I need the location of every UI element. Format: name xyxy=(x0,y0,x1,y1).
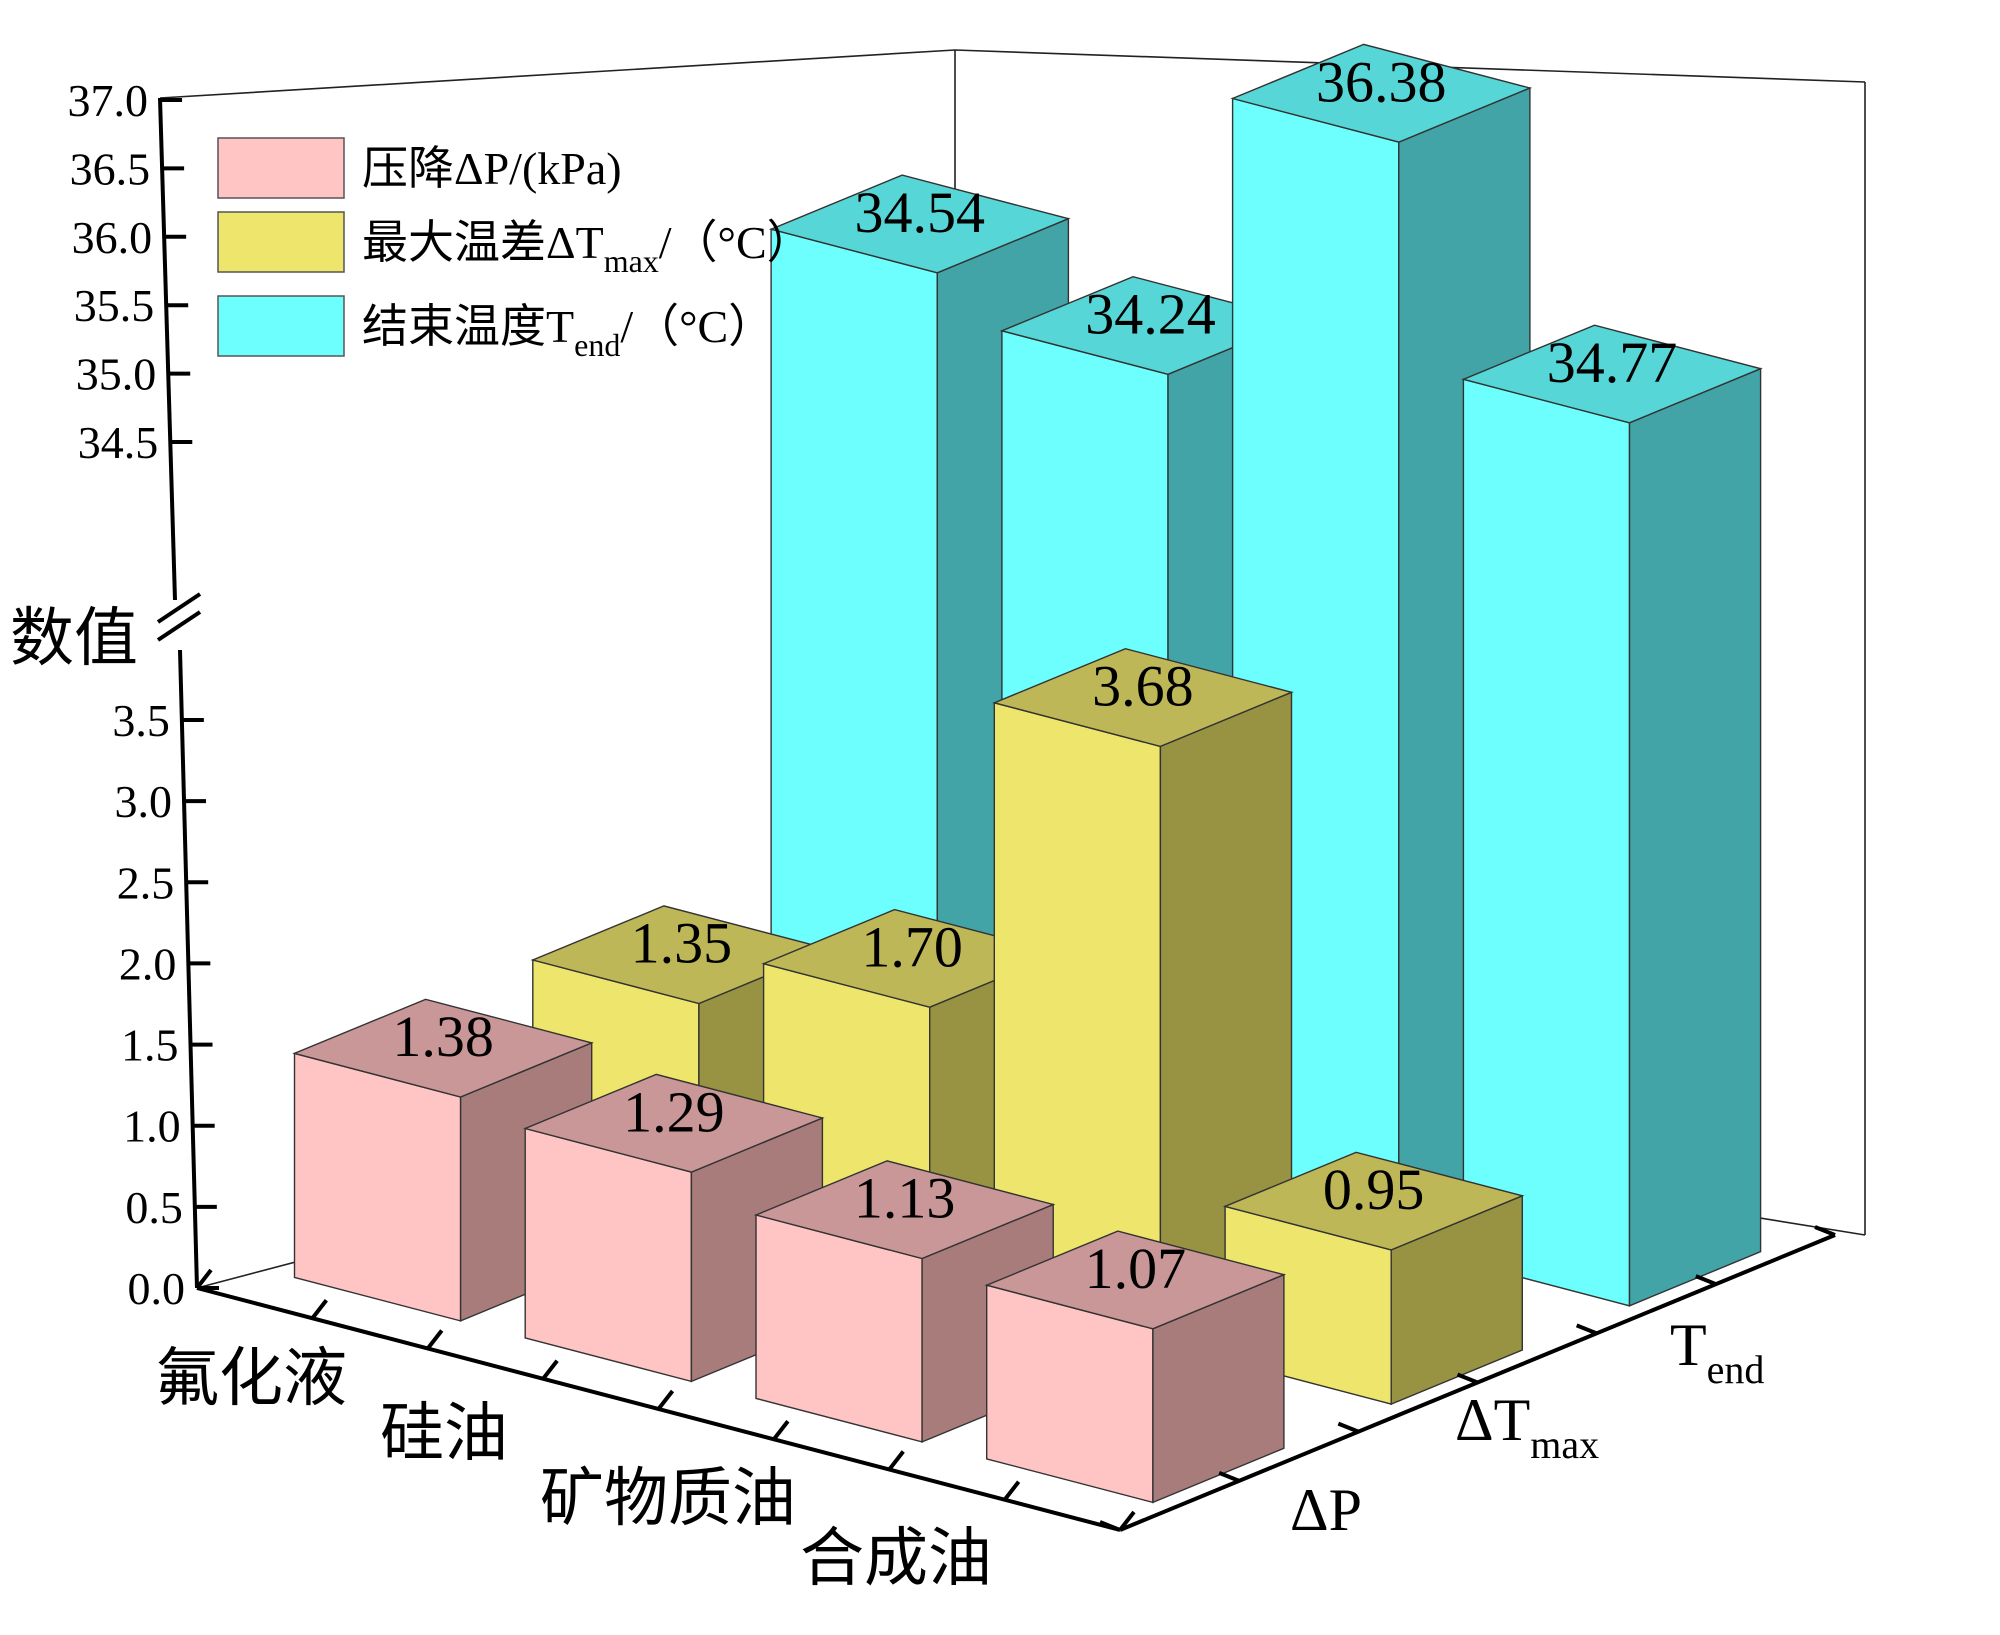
bar-top-face xyxy=(1222,1151,1525,1251)
y-tick-label: 2.0 xyxy=(119,938,177,989)
bar-top-face xyxy=(992,647,1294,748)
category-tick xyxy=(887,1450,905,1471)
y-tick-label: 0.0 xyxy=(128,1263,186,1314)
bar-dt-2 xyxy=(992,647,1294,1345)
legend-swatch xyxy=(217,137,345,199)
bars xyxy=(292,43,1763,1504)
y-tick-label: 37.0 xyxy=(68,75,149,126)
series-tick xyxy=(1337,1421,1360,1434)
bar-te-3 xyxy=(1461,324,1763,1307)
y-tick-label: 2.5 xyxy=(117,857,175,908)
value-label: 1.07 xyxy=(1085,1236,1187,1301)
value-label: 1.70 xyxy=(861,914,963,979)
legend-swatch xyxy=(217,211,345,273)
bar-front-face xyxy=(524,1127,693,1383)
y-tick-label: 3.5 xyxy=(112,695,170,746)
category-label: 矿物质油 xyxy=(540,1462,796,1536)
category-tick xyxy=(310,1299,328,1320)
value-label: 34.54 xyxy=(854,180,985,245)
value-label: 1.35 xyxy=(631,911,733,976)
value-label: 34.77 xyxy=(1547,330,1678,395)
category-tick xyxy=(541,1359,559,1380)
y-axis-upper-line xyxy=(158,97,177,601)
legend-item-dp: 压降ΔP/(kPa) xyxy=(217,137,622,199)
legend-label: 结束温度Tend/（°C） xyxy=(362,301,774,363)
value-label: 34.24 xyxy=(1085,282,1216,347)
category-tick xyxy=(656,1389,675,1411)
category-label: 硅油 xyxy=(380,1397,508,1471)
bar-top-face xyxy=(768,174,1071,274)
y-tick-label: 1.5 xyxy=(121,1020,179,1071)
legend-item-te: 结束温度Tend/（°C） xyxy=(217,295,774,363)
bar-top-face xyxy=(1461,324,1763,424)
y-axis: 0.0 0.5 1.0 1.5 2.0 2.5 3.0 3.5 34.5 35.0 35.5 36.0… xyxy=(10,75,219,1314)
bar-top-face xyxy=(753,1160,1056,1260)
value-label: 36.38 xyxy=(1316,49,1447,114)
box-top-edge xyxy=(159,49,1866,99)
value-label: 1.13 xyxy=(854,1166,956,1231)
value-label: 0.95 xyxy=(1323,1157,1425,1222)
y-tick-label: 36.5 xyxy=(70,143,151,194)
category-tick xyxy=(1003,1480,1021,1501)
axis-break-mark-1 xyxy=(156,610,202,642)
category-tick xyxy=(772,1420,790,1441)
legend-label: 最大温差ΔTmax/（°C） xyxy=(362,217,813,279)
value-label: 3.68 xyxy=(1092,654,1194,719)
category-label: 氟化液 xyxy=(155,1342,347,1416)
axis-break-mark-2 xyxy=(156,592,202,624)
series-tick xyxy=(1099,1520,1121,1532)
category-tick xyxy=(1118,1510,1136,1532)
category-tick xyxy=(426,1329,444,1350)
series-tick xyxy=(1814,1225,1836,1237)
series-axis-label: ΔTmax xyxy=(1455,1387,1599,1467)
y-tick-label: 35.5 xyxy=(74,280,155,331)
y-tick-label: 34.5 xyxy=(78,417,159,468)
y-tick-label: 0.5 xyxy=(125,1182,183,1233)
y-tick-label: 3.0 xyxy=(115,776,173,827)
bar-top-face xyxy=(292,998,594,1098)
series-axis-label: Tend xyxy=(1670,1312,1764,1392)
value-label: 1.29 xyxy=(623,1079,725,1144)
value-labels: 34.54 34.24 36.38 34.77 1.35 1.70 3.68 0.95 1.38… xyxy=(392,49,1677,1301)
series-axis-label: ΔP xyxy=(1290,1477,1362,1543)
y-tick-label: 1.0 xyxy=(123,1101,181,1152)
series-tick xyxy=(1695,1274,1717,1287)
legend: 压降ΔP/(kPa) 最大温差ΔTmax/（°C） 结束温度Tend/（°C） xyxy=(217,137,813,363)
y-axis-title: 数值 xyxy=(10,602,138,676)
bar-front-face xyxy=(293,1052,462,1322)
legend-swatch xyxy=(217,295,345,357)
series-tick xyxy=(1456,1372,1479,1385)
bar-dp-3 xyxy=(984,1230,1287,1504)
series-tick xyxy=(1218,1470,1240,1483)
legend-label: 压降ΔP/(kPa) xyxy=(362,143,622,194)
category-tick xyxy=(195,1268,213,1290)
series-tick xyxy=(1575,1323,1598,1336)
bar-top-face xyxy=(984,1230,1287,1330)
bar-front-face xyxy=(1462,378,1631,1307)
y-axis-lower-line xyxy=(178,649,199,1289)
bar-top-face xyxy=(1230,43,1533,143)
value-label: 1.38 xyxy=(392,1004,494,1069)
category-label: 合成油 xyxy=(800,1522,992,1596)
bar-top-face xyxy=(523,1073,825,1173)
y-tick-label: 36.0 xyxy=(72,212,153,263)
y-tick-label: 35.0 xyxy=(76,349,157,400)
legend-item-dt: 最大温差ΔTmax/（°C） xyxy=(217,211,813,279)
bar-side-face xyxy=(1628,367,1762,1307)
